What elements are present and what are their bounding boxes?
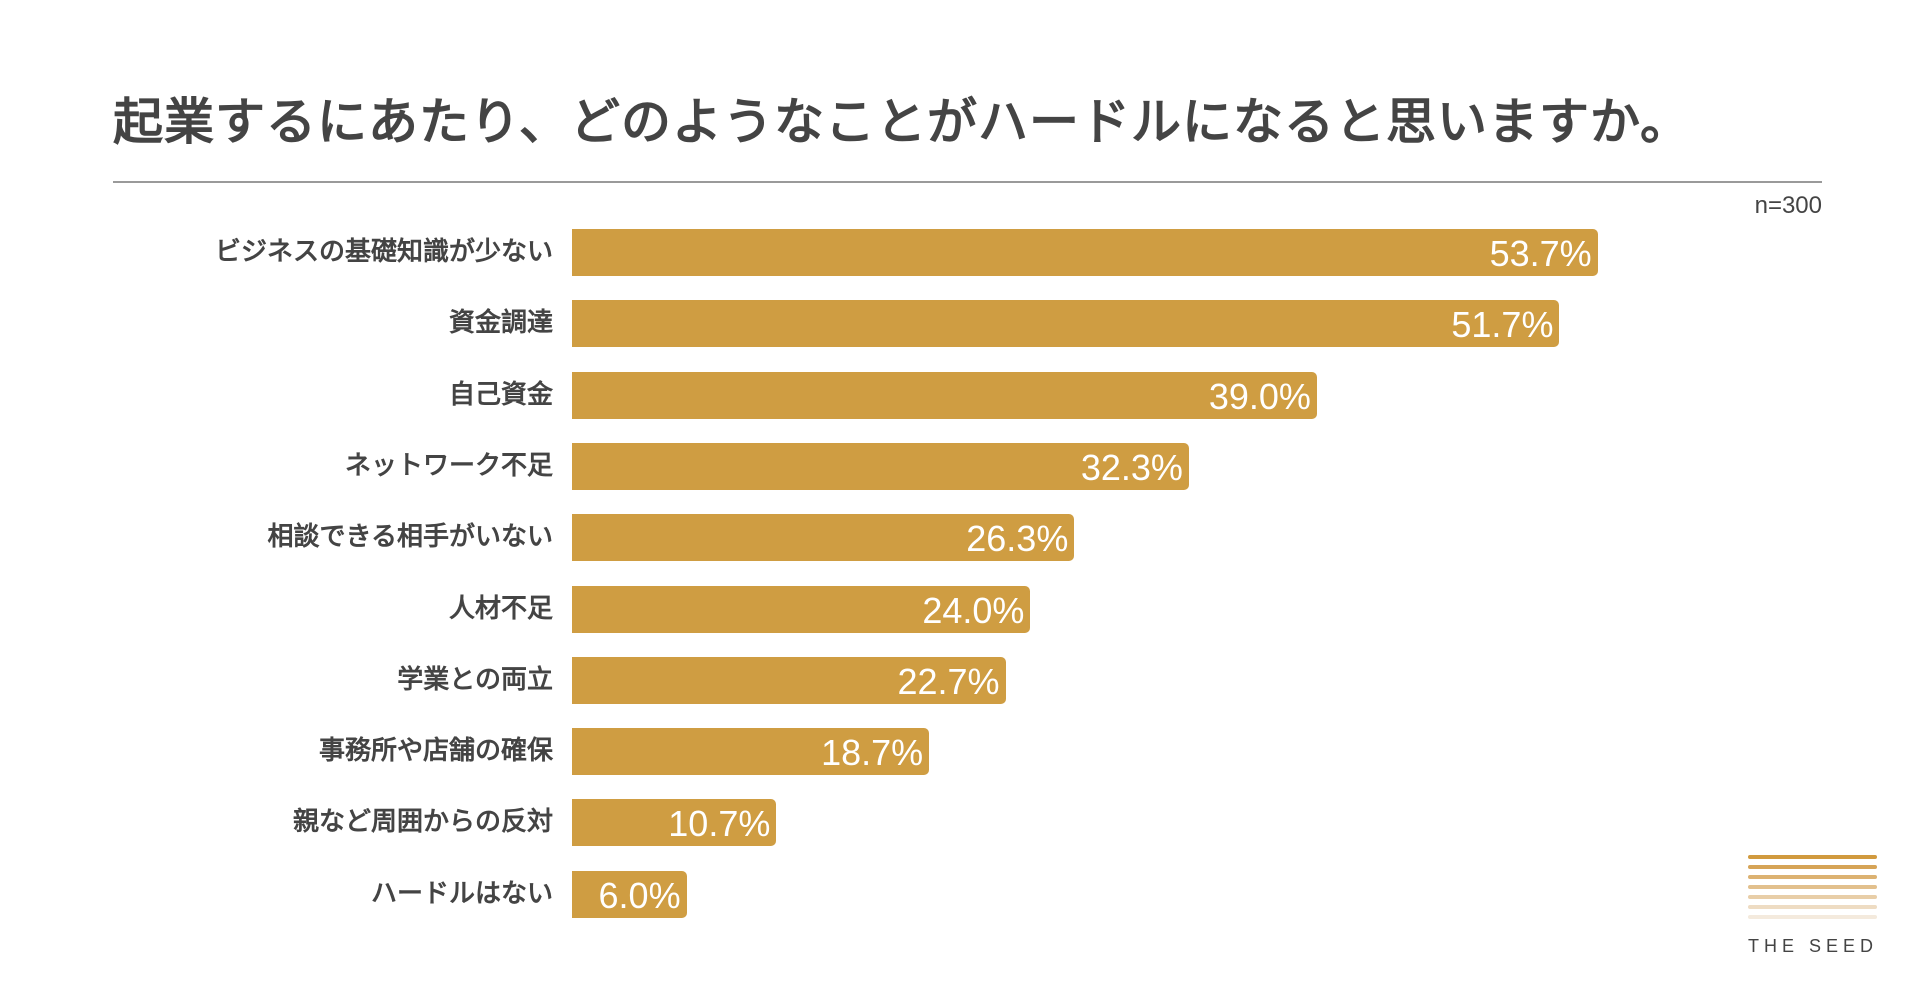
value-label: 18.7%	[821, 732, 924, 774]
logo-stripe	[1748, 895, 1877, 899]
category-label: ビジネスの基礎知識が少ない	[214, 237, 553, 267]
value-label: 24.0%	[922, 589, 1025, 631]
category-label: 事務所や店舗の確保	[318, 736, 553, 767]
category-label: ネットワーク不足	[344, 450, 553, 481]
bar-row: 自己資金 39.0%	[0, 371, 1920, 419]
value-label: 51.7%	[1451, 304, 1554, 346]
bar: 10.7%	[572, 799, 777, 847]
logo-text: THE SEED	[1748, 936, 1879, 956]
logo-stripe	[1748, 875, 1877, 879]
bar: 32.3%	[572, 442, 1189, 490]
title-divider	[113, 181, 1822, 183]
bar: 53.7%	[572, 229, 1598, 276]
value-label: 39.0%	[1208, 375, 1311, 417]
bar-row: ビジネスの基礎知識が少ない 53.7%	[0, 229, 1920, 276]
sample-size-note: n=300	[1754, 192, 1822, 219]
bar: 26.3%	[572, 514, 1075, 562]
chart-title: 起業するにあたり、どのようなことがハードルになると思いますか。	[113, 93, 1691, 151]
bar-row: 人材不足 24.0%	[0, 585, 1920, 633]
bar-row: 事務所や店舗の確保 18.7%	[0, 728, 1920, 776]
bar-row: 相談できる相手がいない 26.3%	[0, 514, 1920, 562]
value-label: 22.7%	[897, 660, 1000, 702]
logo-stripe	[1748, 905, 1877, 909]
bar: 18.7%	[572, 728, 930, 776]
bar-row: ネットワーク不足 32.3%	[0, 442, 1920, 490]
value-label: 53.7%	[1489, 233, 1592, 274]
the-seed-logo	[1748, 855, 1877, 925]
category-label: 親など周囲からの反対	[292, 807, 553, 838]
logo-stripe	[1748, 855, 1877, 859]
bar: 22.7%	[572, 656, 1006, 704]
bar: 6.0%	[572, 870, 687, 918]
bar: 24.0%	[572, 585, 1031, 633]
bar: 39.0%	[572, 371, 1317, 419]
bar-row: 学業との両立 22.7%	[0, 656, 1920, 704]
bar-row: 親など周囲からの反対 10.7%	[0, 799, 1920, 847]
bar: 51.7%	[572, 300, 1560, 348]
category-label: 学業との両立	[397, 664, 553, 695]
value-label: 10.7%	[668, 803, 771, 845]
value-label: 26.3%	[966, 518, 1069, 560]
bar-row: 資金調達 51.7%	[0, 300, 1920, 348]
value-label: 6.0%	[598, 874, 681, 916]
category-label: 自己資金	[448, 379, 553, 410]
category-label: 資金調達	[448, 308, 553, 339]
category-label: 相談できる相手がいない	[267, 522, 553, 553]
logo-stripe	[1748, 865, 1877, 869]
logo-stripe	[1748, 915, 1877, 919]
category-label: 人材不足	[448, 593, 553, 624]
category-label: ハードルはない	[370, 878, 553, 909]
logo-stripe	[1748, 885, 1877, 889]
value-label: 32.3%	[1080, 446, 1183, 488]
bar-row: ハードルはない 6.0%	[0, 870, 1920, 918]
